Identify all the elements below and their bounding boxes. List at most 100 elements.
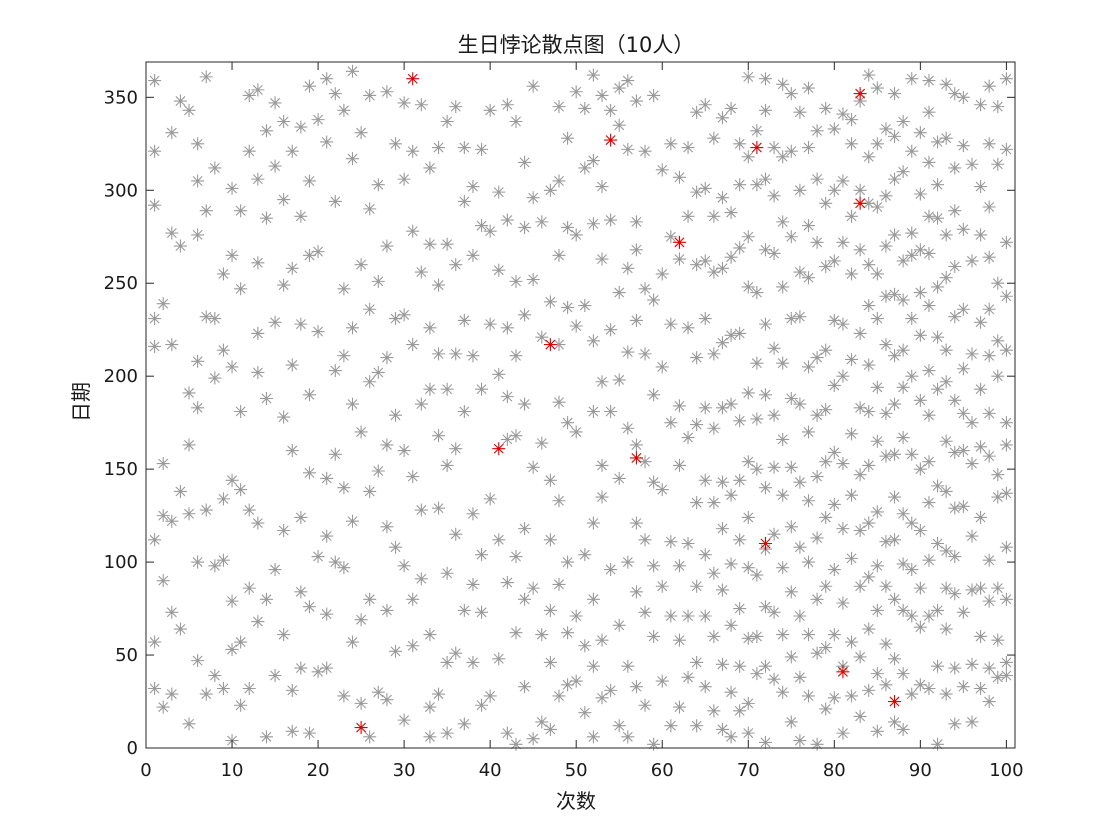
data-point <box>449 347 463 361</box>
data-point <box>191 401 205 415</box>
data-point <box>406 224 420 238</box>
data-point <box>750 667 764 681</box>
data-point <box>535 715 549 729</box>
data-point <box>793 540 807 554</box>
data-point <box>414 572 428 586</box>
data-point <box>802 628 816 642</box>
data-point <box>810 235 824 249</box>
data-point <box>913 581 927 595</box>
data-point <box>225 181 239 195</box>
y-axis-label: 日期 <box>69 382 93 422</box>
data-point <box>999 72 1013 86</box>
data-point <box>285 261 299 275</box>
data-point <box>208 161 222 175</box>
data-point <box>302 466 316 480</box>
data-point <box>423 700 437 714</box>
data-point <box>543 183 557 197</box>
data-point <box>870 267 884 281</box>
data-point <box>810 531 824 545</box>
data-point <box>664 230 678 244</box>
data-point <box>690 418 704 432</box>
data-point <box>750 124 764 138</box>
data-point <box>526 581 540 595</box>
data-point <box>191 654 205 668</box>
data-point <box>698 473 712 487</box>
data-point <box>586 334 600 348</box>
data-point <box>939 581 953 595</box>
y-tick-label: 150 <box>104 459 138 480</box>
data-point <box>234 204 248 218</box>
data-point <box>423 730 437 744</box>
data-point <box>492 652 506 666</box>
data-point <box>414 265 428 279</box>
data-point <box>354 696 368 710</box>
data-point <box>707 566 721 580</box>
data-point <box>793 734 807 748</box>
data-point <box>741 561 755 575</box>
data-point <box>191 228 205 242</box>
data-point <box>741 696 755 710</box>
data-point <box>423 321 437 335</box>
data-point <box>853 579 867 593</box>
data-point <box>862 68 876 82</box>
data-point <box>939 434 953 448</box>
data-point <box>939 228 953 242</box>
data-point <box>414 98 428 112</box>
data-point <box>397 444 411 458</box>
data-point <box>543 655 557 669</box>
data-point <box>664 719 678 733</box>
data-point <box>466 655 480 669</box>
data-point <box>406 144 420 158</box>
data-point <box>965 347 979 361</box>
data-point <box>543 295 557 309</box>
data-point <box>956 406 970 420</box>
data-point <box>595 252 609 266</box>
data-point <box>698 609 712 623</box>
data-point <box>363 484 377 498</box>
data-point <box>913 523 927 537</box>
data-point <box>629 243 643 257</box>
data-point <box>647 388 661 402</box>
data-point <box>819 455 833 469</box>
data-point <box>191 555 205 569</box>
data-point <box>707 421 721 435</box>
data-point <box>974 629 988 643</box>
data-point <box>259 391 273 405</box>
data-point <box>604 405 618 419</box>
data-point <box>449 100 463 114</box>
data-point <box>698 401 712 415</box>
data-point <box>931 382 945 396</box>
data-point <box>733 241 747 255</box>
data-point <box>741 631 755 645</box>
data-point <box>810 737 824 751</box>
data-point <box>690 351 704 365</box>
data-point <box>715 657 729 671</box>
data-point <box>612 719 626 733</box>
data-point <box>767 408 781 422</box>
data-point <box>466 577 480 591</box>
data-point <box>724 206 738 220</box>
data-point <box>870 434 884 448</box>
data-point <box>888 287 902 301</box>
data-point <box>500 213 514 227</box>
data-point <box>242 88 256 102</box>
data-point <box>337 349 351 363</box>
data-point <box>561 416 575 430</box>
data-point <box>974 440 988 454</box>
data-point <box>853 709 867 723</box>
data-point <box>802 271 816 285</box>
data-point <box>939 131 953 145</box>
data-point <box>802 555 816 569</box>
data-point <box>767 141 781 155</box>
data-point <box>905 72 919 86</box>
data-point <box>681 431 695 445</box>
data-point <box>629 313 643 327</box>
plot-background <box>146 62 1015 748</box>
data-point <box>182 717 196 731</box>
data-point <box>578 101 592 115</box>
data-point <box>922 609 936 623</box>
data-point <box>974 228 988 242</box>
data-point <box>724 557 738 571</box>
data-point <box>956 139 970 153</box>
